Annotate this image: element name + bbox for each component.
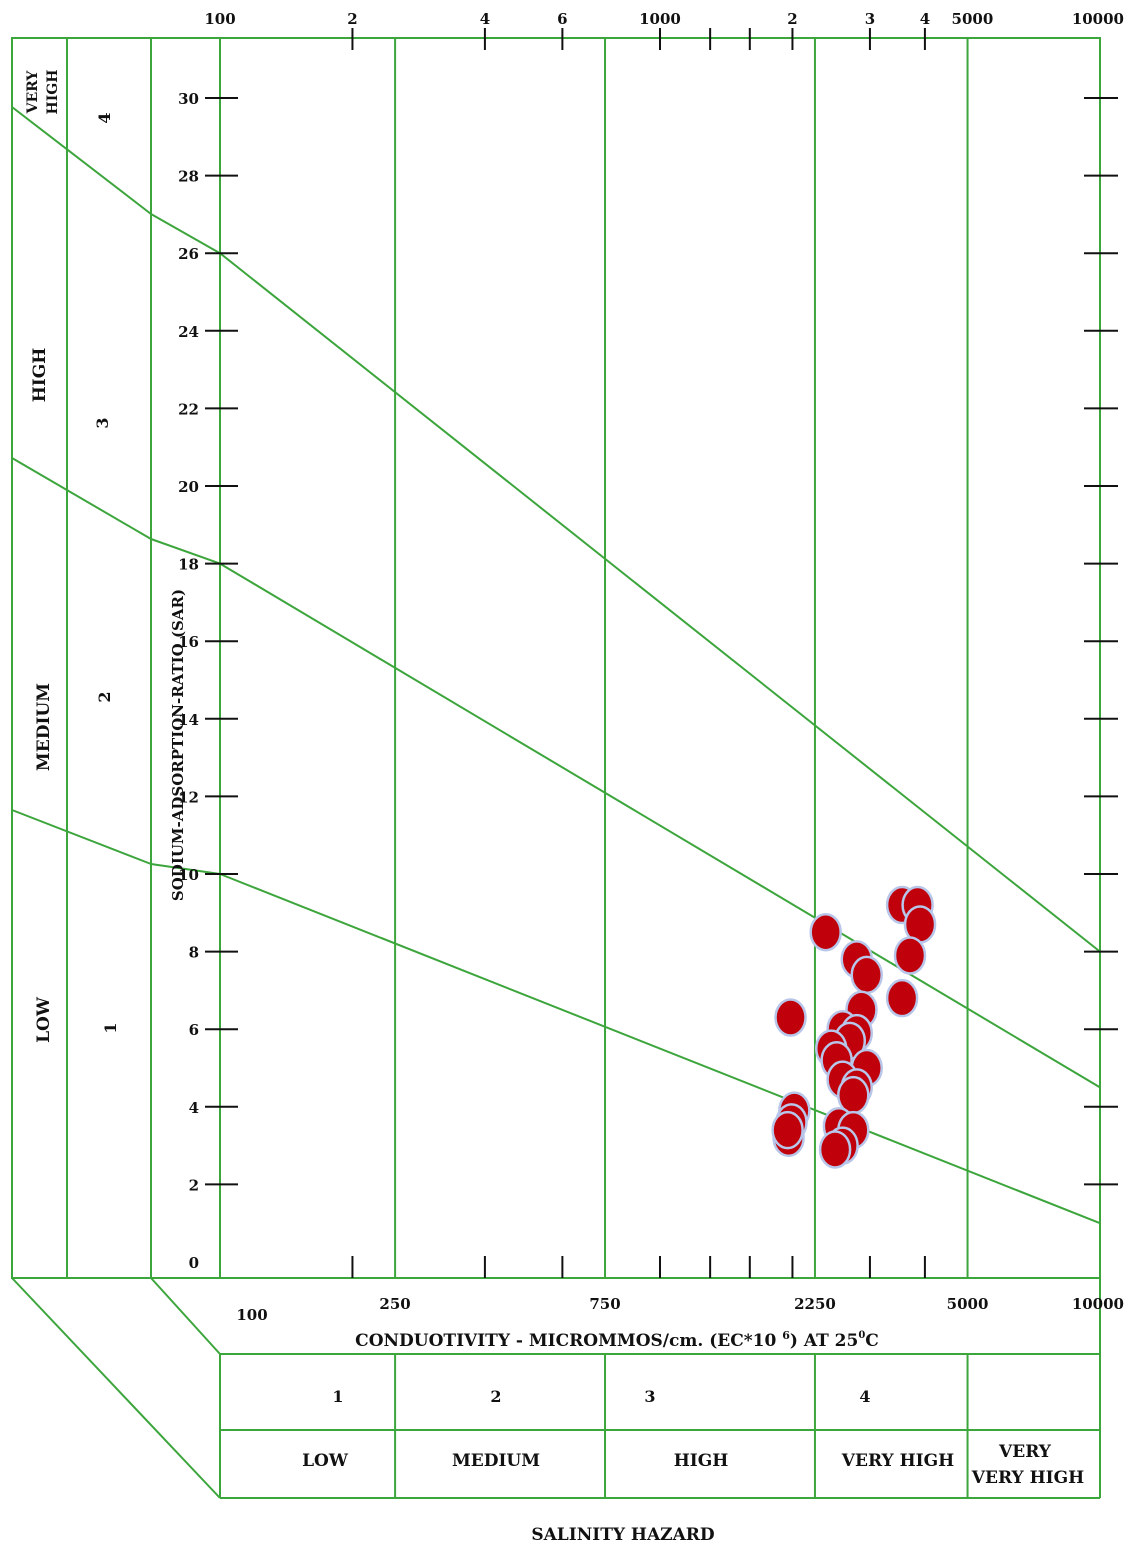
y-tick-label-6: 6 bbox=[189, 1021, 199, 1039]
sodium-hazard-labels: VERY HIGH 4 HIGH 3 MEDIUM 2 LOW 1 bbox=[25, 70, 120, 1043]
y-tick-label-24: 24 bbox=[178, 323, 199, 341]
data-point-13 bbox=[885, 978, 919, 1018]
salinity-table-dividers bbox=[394, 1354, 969, 1498]
x-bottom-tick-label-750: 750 bbox=[589, 1295, 620, 1313]
salinity-hazard-labels: 1 2 3 4 LOW MEDIUM HIGH VERY HIGH VERY V… bbox=[302, 1387, 1084, 1488]
axis-ticks bbox=[205, 28, 1118, 1278]
x-top-tick-label-100: 100 bbox=[204, 10, 235, 28]
x-axis-title-tail: ) AT 25 bbox=[790, 1331, 858, 1351]
sodium-class-3-number: 3 bbox=[93, 417, 112, 428]
sodium-zone-boundary-4 bbox=[11, 106, 152, 215]
sodium-class-2-number: 2 bbox=[95, 691, 114, 702]
x-bottom-tick-label-10000: 10000 bbox=[1072, 1295, 1124, 1313]
y-tick-label-12: 12 bbox=[178, 788, 199, 806]
sodium-hazard-line-2 bbox=[219, 562, 1101, 1089]
y-tick-label-20: 20 bbox=[178, 478, 199, 496]
sodium-zone-boundary-3 bbox=[11, 457, 152, 540]
sodium-hazard-lines bbox=[150, 213, 1101, 1225]
x-bottom-tick-label-5000: 5000 bbox=[947, 1295, 989, 1313]
salinity-class-5-name-line2: VERY HIGH bbox=[971, 1468, 1084, 1488]
data-point-5 bbox=[771, 1110, 804, 1150]
y-tick-label-30: 30 bbox=[178, 90, 199, 108]
salinity-class-4-number: 4 bbox=[859, 1387, 870, 1406]
salinity-class-3-number: 3 bbox=[644, 1387, 655, 1406]
x-top-tick-label-1000: 1000 bbox=[639, 10, 681, 28]
x-top-tick-label-4000: 4 bbox=[920, 10, 930, 28]
sodium-class-4-name-line1: VERY bbox=[25, 70, 41, 115]
data-points bbox=[771, 885, 937, 1169]
x-bottom-tick-label-250: 250 bbox=[379, 1295, 410, 1313]
x-top-tick-label-400: 4 bbox=[480, 10, 490, 28]
x-top-tick-label-10000: 10000 bbox=[1072, 10, 1124, 28]
salinity-class-1-name: LOW bbox=[302, 1451, 349, 1471]
data-point-8 bbox=[850, 955, 883, 995]
data-point-27 bbox=[818, 1130, 852, 1169]
y-tick-label-16: 16 bbox=[178, 633, 199, 651]
sodium-class-3-name: HIGH bbox=[30, 348, 50, 403]
x-axis-title: CONDUOTIVITY - MICROMMOS/cm. (EC*10 6) A… bbox=[355, 1329, 879, 1351]
sodium-hazard-line-1 bbox=[219, 873, 1101, 1225]
salinity-class-5-name-line1: VERY bbox=[998, 1442, 1052, 1462]
x-axis-title-exponent: 6 bbox=[782, 1329, 790, 1342]
y-tick-label-18: 18 bbox=[178, 556, 199, 574]
salinity-boundary-lines bbox=[394, 38, 969, 1278]
diagram-frame bbox=[11, 37, 1101, 1499]
sodium-hazard-line-extension-2 bbox=[150, 538, 221, 565]
salinity-class-2-name: MEDIUM bbox=[452, 1451, 540, 1471]
y-tick-label-22: 22 bbox=[178, 400, 199, 418]
sodium-class-1-number: 1 bbox=[101, 1022, 120, 1033]
x-axis-title-main: CONDUOTIVITY - MICROMMOS/cm. (EC*10 bbox=[355, 1331, 776, 1351]
y-tick-label-0: 0 bbox=[189, 1254, 199, 1272]
perspective-edge-left bbox=[11, 1277, 221, 1499]
salinity-class-2-number: 2 bbox=[490, 1387, 501, 1406]
x-axis-title-degree: 0 bbox=[858, 1330, 865, 1341]
salinity-class-4-name: VERY HIGH bbox=[841, 1451, 954, 1471]
sodium-hazard-line-extension-3 bbox=[150, 213, 221, 255]
y-axis-title: SODIUM-ADSORPTION-RATIO (SAR) bbox=[169, 589, 187, 901]
y-tick-label-28: 28 bbox=[178, 168, 199, 186]
x-top-tick-label-2000: 2 bbox=[787, 10, 797, 28]
sodium-class-4-name-line2: HIGH bbox=[45, 70, 61, 115]
salinity-class-1-number: 1 bbox=[332, 1387, 343, 1406]
sodium-hazard-line-extension-1 bbox=[150, 863, 221, 875]
sodium-hazard-line-3 bbox=[219, 252, 1101, 953]
y-tick-label-8: 8 bbox=[189, 944, 199, 962]
x-bottom-tick-label-2250: 2250 bbox=[794, 1295, 836, 1313]
outer-frame bbox=[11, 37, 1101, 1279]
y-tick-label-4: 4 bbox=[189, 1099, 199, 1117]
sodium-class-2-name: MEDIUM bbox=[34, 683, 54, 771]
salinity-hazard-title: SALINITY HAZARD bbox=[531, 1525, 715, 1544]
perspective-edge-inner bbox=[150, 1277, 221, 1355]
sodium-class-1-name: LOW bbox=[34, 996, 54, 1043]
y-tick-label-10: 10 bbox=[178, 866, 199, 884]
x-top-tick-label-600: 6 bbox=[557, 10, 567, 28]
data-point-1 bbox=[774, 998, 807, 1037]
sodium-zone-boundary-2 bbox=[11, 809, 152, 865]
x-bottom-tick-label-100: 100 bbox=[236, 1306, 267, 1324]
x-axis-title-unit: C bbox=[865, 1331, 879, 1351]
y-tick-label-2: 2 bbox=[189, 1176, 199, 1194]
y-tick-label-26: 26 bbox=[178, 245, 199, 263]
x-top-tick-label-5000: 5000 bbox=[952, 10, 994, 28]
data-point-6 bbox=[809, 912, 842, 952]
sodium-class-4-number: 4 bbox=[95, 112, 114, 123]
data-point-12 bbox=[893, 936, 927, 975]
salinity-class-3-name: HIGH bbox=[674, 1451, 729, 1471]
x-top-tick-label-3000: 3 bbox=[865, 10, 875, 28]
x-top-tick-label-200: 2 bbox=[347, 10, 357, 28]
y-tick-label-14: 14 bbox=[178, 711, 199, 729]
